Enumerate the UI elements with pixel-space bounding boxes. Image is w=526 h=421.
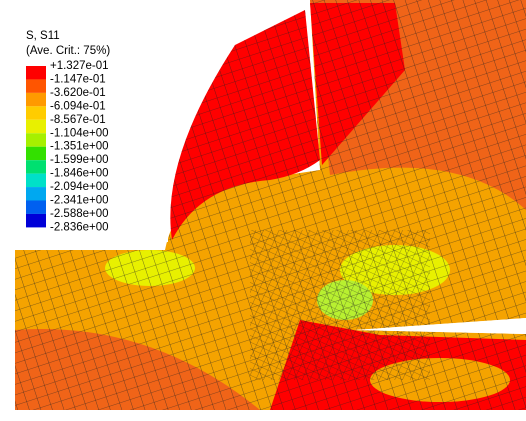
legend-swatch <box>26 79 46 92</box>
legend-label: -2.094e+00 <box>50 181 109 193</box>
legend-label: -3.620e-01 <box>50 87 106 99</box>
legend-swatch <box>26 187 46 200</box>
legend-swatch <box>26 160 46 173</box>
legend-swatch <box>26 93 46 106</box>
legend-subtitle: (Ave. Crit.: 75%) <box>26 45 110 57</box>
legend-swatch <box>26 106 46 119</box>
legend-label: -1.846e+00 <box>50 168 109 180</box>
legend-label: -2.341e+00 <box>50 195 109 207</box>
legend-swatch <box>26 133 46 146</box>
legend-label: -1.599e+00 <box>50 154 109 166</box>
legend-label: -2.836e+00 <box>50 221 109 233</box>
legend-title: S, S11 <box>26 30 60 42</box>
legend-label: -1.351e+00 <box>50 141 109 153</box>
legend-label: -1.104e+00 <box>50 127 109 139</box>
legend-label: -2.588e+00 <box>50 208 109 220</box>
contour-plot: S, S11 (Ave. Crit.: 75%) +1.327e-01-1.14… <box>0 0 526 421</box>
legend-swatch <box>26 147 46 160</box>
legend-label: -8.567e-01 <box>50 114 106 126</box>
legend-swatch <box>26 201 46 214</box>
legend-label: -1.147e-01 <box>50 73 106 85</box>
legend-swatch <box>26 120 46 133</box>
legend-swatch <box>26 66 46 79</box>
legend-swatch <box>26 214 46 227</box>
legend-label: +1.327e-01 <box>50 60 109 72</box>
legend-swatch <box>26 174 46 187</box>
legend-label: -6.094e-01 <box>50 100 106 112</box>
